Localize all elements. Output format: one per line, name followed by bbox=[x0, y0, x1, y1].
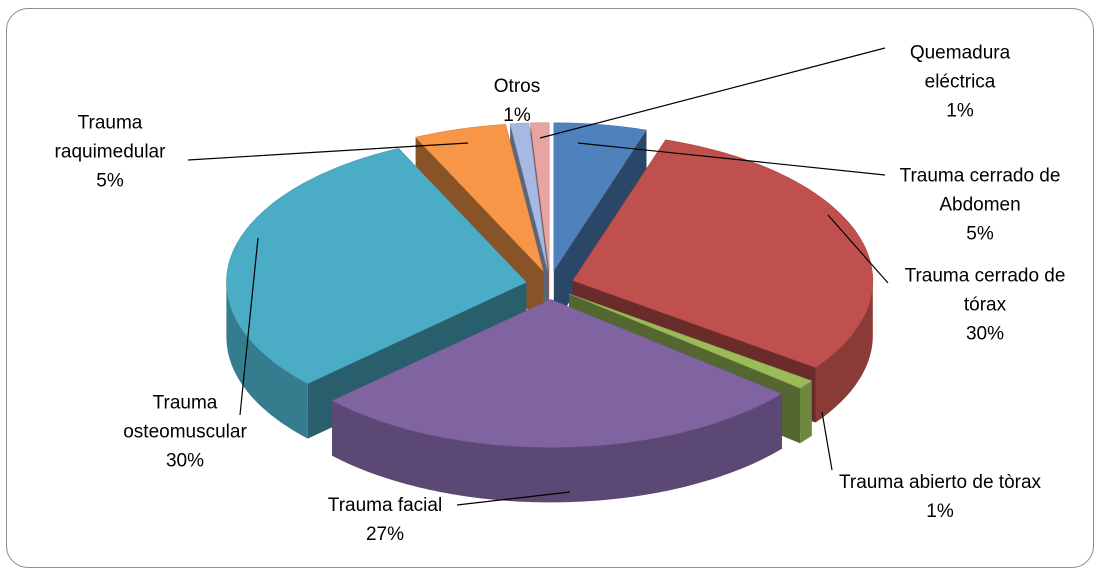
leader-line bbox=[539, 47, 886, 139]
slice-label: Otros 1% bbox=[472, 72, 562, 130]
value-label: 5% bbox=[966, 223, 994, 245]
value-label: 1% bbox=[503, 105, 531, 126]
slice bbox=[415, 124, 544, 273]
category-label: Trauma cerrado de tórax bbox=[904, 265, 1066, 316]
category-label: Trauma osteomuscular bbox=[123, 392, 247, 443]
slice bbox=[568, 293, 813, 389]
leader-line bbox=[827, 214, 889, 284]
value-label: 27% bbox=[365, 524, 405, 545]
pie-plot bbox=[187, 47, 889, 506]
slice-label: Trauma cerrado de Abdomen 5% bbox=[890, 162, 1070, 249]
value-label: 1% bbox=[946, 100, 974, 122]
slice-label: Trauma cerrado de tórax 30% bbox=[895, 262, 1075, 349]
leader-line bbox=[821, 411, 833, 471]
slice-wall bbox=[332, 393, 782, 503]
chart: Trauma cerrado de Abdomen 5% Trauma cerrad… bbox=[6, 8, 1094, 568]
category-label: Otros bbox=[493, 76, 541, 97]
value-label: 30% bbox=[965, 323, 1005, 345]
slice-label: Trauma facial 27% bbox=[300, 491, 470, 549]
slice bbox=[226, 148, 527, 384]
slice-label: Trauma abierto de tòrax 1% bbox=[825, 468, 1055, 526]
slice bbox=[331, 299, 783, 448]
leader-line bbox=[187, 142, 469, 161]
value-label: 5% bbox=[96, 170, 124, 192]
slice bbox=[572, 139, 874, 368]
value-label: 1% bbox=[926, 501, 954, 522]
slice-label: Trauma osteomuscular 30% bbox=[95, 389, 275, 476]
value-label: 30% bbox=[165, 450, 205, 472]
category-label: Trauma raquimedular bbox=[54, 112, 166, 163]
category-label: Trauma abierto de tòrax bbox=[838, 472, 1042, 493]
category-label: Quemadura eléctrica bbox=[909, 42, 1011, 93]
slice-wall bbox=[226, 282, 308, 439]
leader-line bbox=[239, 237, 259, 416]
slice-wall bbox=[815, 280, 873, 423]
slice bbox=[553, 122, 647, 272]
slice-wall bbox=[800, 380, 812, 444]
leader-line bbox=[577, 142, 886, 176]
category-label: Trauma cerrado de Abdomen bbox=[899, 165, 1061, 216]
slice bbox=[509, 122, 548, 271]
category-label: Trauma facial bbox=[327, 495, 443, 516]
slice-label: Quemadura eléctrica 1% bbox=[890, 39, 1030, 126]
leader-line bbox=[456, 491, 571, 506]
slice bbox=[530, 122, 550, 271]
slice-label: Trauma raquimedular 5% bbox=[20, 109, 200, 196]
